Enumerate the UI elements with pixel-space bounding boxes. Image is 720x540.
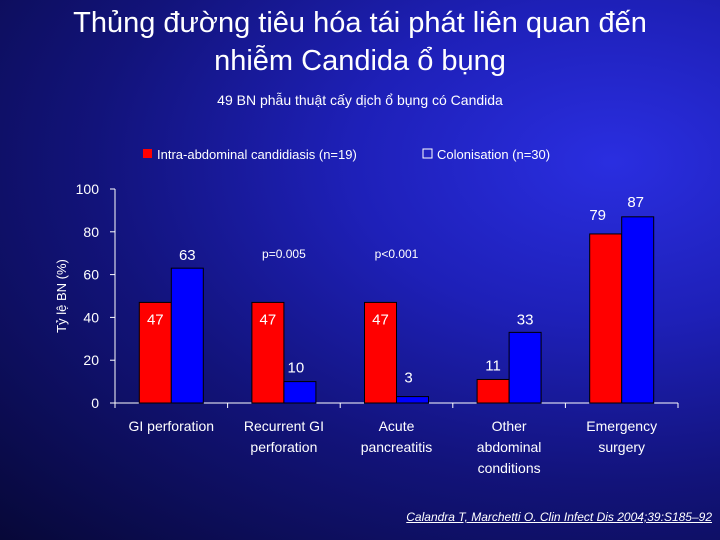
title-line-2: nhiễm Candida ổ bụng: [214, 45, 506, 77]
x-category-label: pancreatitis: [361, 439, 433, 455]
x-category-label: Emergency: [586, 418, 657, 434]
data-label: 10: [288, 360, 305, 377]
p-value-annotation: p<0.001: [375, 247, 419, 261]
x-category-label: Acute: [379, 418, 415, 434]
data-label: 47: [260, 311, 277, 328]
data-label: 63: [179, 247, 196, 264]
y-tick-label: 60: [83, 267, 99, 283]
bar-candidiasis: [138, 301, 172, 404]
bar-candidiasis: [476, 378, 510, 404]
y-tick-label: 80: [83, 224, 99, 240]
bar-candidiasis: [364, 301, 397, 404]
data-label: 79: [589, 207, 606, 224]
y-tick-label: 40: [83, 309, 99, 325]
data-label: 33: [517, 311, 534, 328]
bar-colonisation: [508, 331, 542, 404]
x-category-label: surgery: [598, 439, 645, 455]
x-category-label: abdominal: [477, 439, 542, 455]
y-tick-label: 0: [91, 395, 99, 411]
bar-colonisation: [396, 396, 429, 404]
x-category-label: perforation: [250, 439, 317, 455]
legend-swatch-colonisation: [422, 148, 433, 159]
x-category-label: conditions: [478, 460, 541, 476]
y-tick-label: 100: [76, 181, 100, 197]
legend-label-colonisation: Colonisation (n=30): [437, 147, 550, 162]
y-axis-label: Tỷ lệ BN (%): [54, 259, 69, 333]
title-line-1: Thủng đường tiêu hóa tái phát liên quan …: [73, 7, 647, 39]
data-label: 11: [485, 357, 501, 374]
citation[interactable]: Calandra T, Marchetti O. Clin Infect Dis…: [406, 510, 712, 524]
data-label: 87: [627, 194, 644, 211]
legend-label-candidiasis: Intra-abdominal candidiasis (n=19): [157, 147, 357, 162]
data-label: 3: [404, 370, 412, 387]
bar-colonisation: [170, 267, 204, 404]
bar-colonisation: [621, 216, 655, 404]
data-label: 47: [372, 311, 389, 328]
legend-swatch-candidiasis: [143, 149, 152, 158]
x-category-label: GI perforation: [128, 418, 214, 434]
y-tick-label: 20: [83, 352, 99, 368]
bar-colonisation: [283, 381, 317, 404]
x-category-label: Recurrent GI: [244, 418, 324, 434]
x-category-label: Other: [492, 418, 527, 434]
bar-candidiasis: [251, 301, 285, 404]
bar-candidiasis: [589, 233, 623, 404]
p-value-annotation: p=0.005: [262, 247, 306, 261]
slide-subtitle: 49 BN phẫu thuật cấy dịch ổ bụng có Cand…: [217, 92, 503, 108]
data-label: 47: [147, 311, 164, 328]
slide-title: Thủng đường tiêu hóa tái phát liên quan …: [40, 4, 680, 80]
